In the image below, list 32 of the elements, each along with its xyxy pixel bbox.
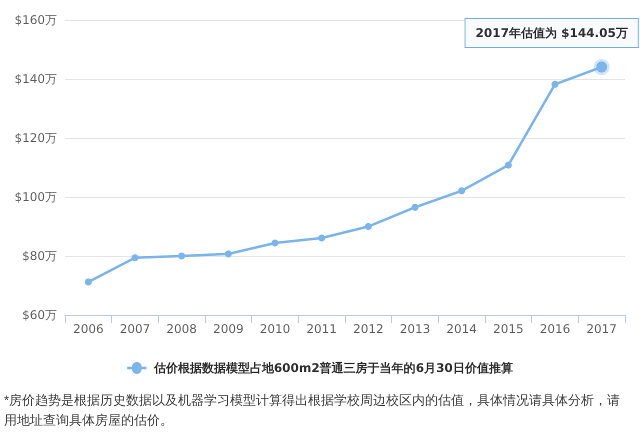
y-tick-label: $160万 <box>14 13 57 27</box>
y-tick-label: $140万 <box>14 72 57 86</box>
point <box>412 204 418 211</box>
x-tick-label: 2009 <box>213 322 244 336</box>
point <box>84 278 92 286</box>
point <box>318 234 326 242</box>
x-tick-label: 2017 <box>586 322 617 336</box>
point <box>224 250 232 258</box>
x-tick-label: 2013 <box>400 322 430 336</box>
x-tick-label: 2010 <box>260 322 290 336</box>
point <box>132 254 138 262</box>
y-tick-label: $120万 <box>14 131 57 145</box>
legend-label: 估价根据数据模型占地600m2普通三房于当年的6月30日价值推算 <box>152 361 513 375</box>
x-tick-label: 2012 <box>353 322 384 336</box>
x-tick-label: 2016 <box>540 322 570 336</box>
point <box>272 240 278 247</box>
x-tick-label: 2014 <box>446 322 477 336</box>
x-tick-label: 2006 <box>73 322 104 336</box>
text: *房价趋势是根据历史数据以及机器学习模型计算得出根据学校周边校区内的估值，具体情况请具体分析，请用地址查询具体房屋的估价。 <box>4 392 620 428</box>
point <box>458 187 466 194</box>
x-tick-label: 2011 <box>306 322 337 336</box>
point <box>178 252 186 260</box>
x-tick-label: 2015 <box>493 322 524 336</box>
point <box>552 80 558 88</box>
y-tick-label: $60万 <box>22 308 57 322</box>
y-tick-label: $100万 <box>14 190 57 204</box>
point <box>504 162 512 169</box>
y-tick-label: $80万 <box>22 249 57 263</box>
x-tick-label: 2008 <box>166 322 197 336</box>
point <box>364 223 372 230</box>
annotation: 2017年估值为 $144.05万 <box>476 26 628 40</box>
x-tick-label: 2007 <box>120 322 150 336</box>
